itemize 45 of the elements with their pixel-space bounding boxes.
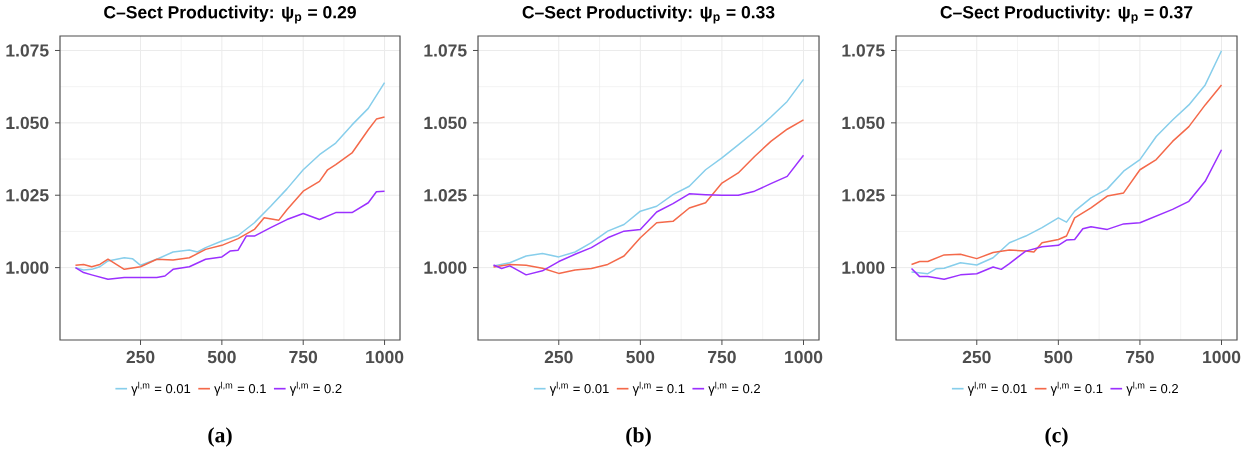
legend-label: γ$^{l,m}$ = 0.1 <box>214 381 266 396</box>
chart-title: C–Sect Productivity: ψ$_{p}$ = 0.29 <box>104 5 356 24</box>
x-tick-label: 500 <box>207 350 236 364</box>
line-series <box>74 81 386 271</box>
line-series <box>492 119 805 275</box>
line-series <box>492 154 805 276</box>
x-tick-label: 250 <box>544 350 573 364</box>
y-tick-label: 1.075 <box>6 44 49 57</box>
x-tick-label: 750 <box>708 350 736 364</box>
legend-label: γ$^{l,m}$ = 0.2 <box>289 381 342 396</box>
chart-title: C–Sect Productivity: ψ$_{p}$ = 0.37 <box>940 5 1193 24</box>
y-tick-label: 1.000 <box>842 261 885 274</box>
y-tick-label: 1.025 <box>842 189 885 202</box>
y-tick-label: 1.025 <box>424 189 467 202</box>
y-tick-label: 1.075 <box>424 44 467 57</box>
x-tick-label: 500 <box>1044 350 1073 364</box>
legend-label: γ$^{l,m}$ = 0.1 <box>1050 381 1103 396</box>
x-tick-label: 1000 <box>366 350 404 364</box>
legend-label: γ$^{l,m}$ = 0.01 <box>549 381 609 396</box>
y-tick-label: 1.050 <box>424 116 467 130</box>
legend-label: γ$^{l,m}$ = 0.01 <box>131 381 191 396</box>
x-tick-label: 250 <box>126 350 155 364</box>
x-tick-label: 750 <box>289 350 318 364</box>
line-series <box>910 84 1223 266</box>
legend-label: γ$^{l,m}$ = 0.2 <box>708 381 760 396</box>
legend-label: γ$^{l,m}$ = 0.1 <box>632 381 685 396</box>
legend-label: γ$^{l,m}$ = 0.01 <box>967 381 1027 396</box>
y-tick-label: 1.025 <box>6 189 49 202</box>
chart-title: C–Sect Productivity: ψ$_{p}$ = 0.33 <box>522 5 775 24</box>
x-tick-label: 500 <box>626 350 655 364</box>
y-tick-label: 1.000 <box>424 261 467 274</box>
y-tick-label: 1.000 <box>6 261 49 274</box>
y-tick-label: 1.075 <box>842 44 885 57</box>
legend-label: γ$^{l,m}$ = 0.2 <box>1126 381 1178 396</box>
line-series <box>910 50 1223 275</box>
line-series <box>74 116 386 271</box>
x-tick-label: 1000 <box>1203 350 1241 364</box>
y-tick-label: 1.050 <box>6 116 49 130</box>
y-tick-label: 1.050 <box>842 116 885 130</box>
x-tick-label: 1000 <box>785 350 823 364</box>
x-tick-label: 750 <box>1126 350 1154 364</box>
text: (a) <box>208 427 232 447</box>
text: (b) <box>626 427 651 447</box>
text: (c) <box>1045 427 1068 447</box>
x-tick-label: 250 <box>962 350 991 364</box>
